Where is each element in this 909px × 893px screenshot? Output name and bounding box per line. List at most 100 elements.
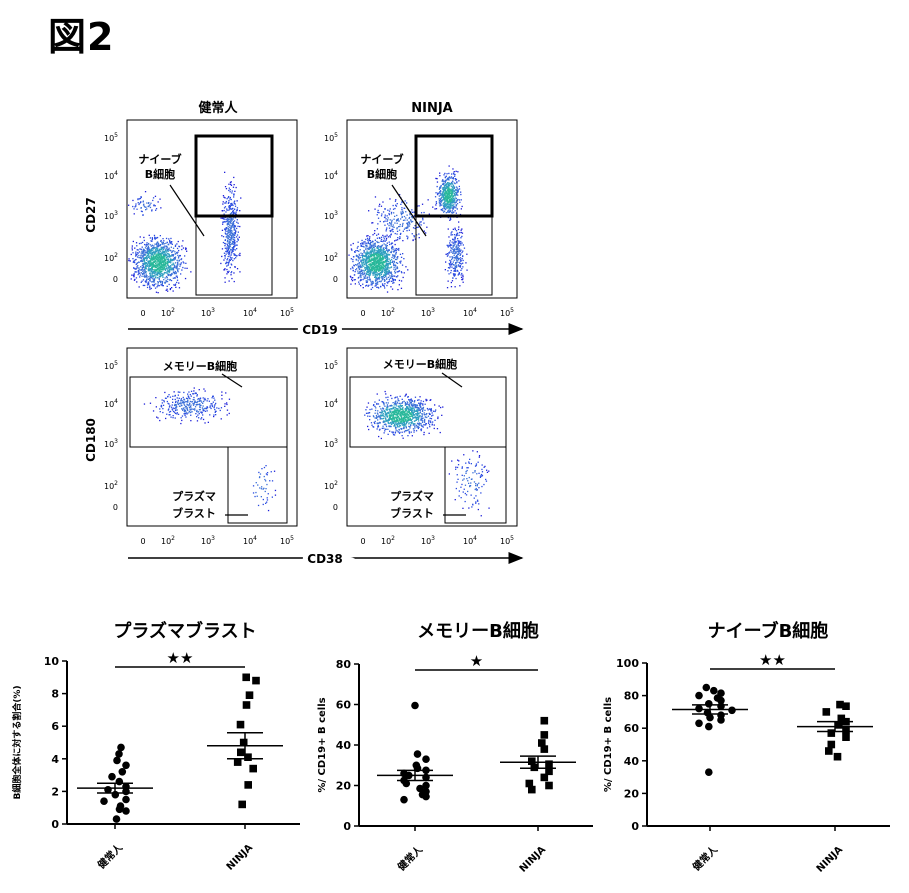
flow-event-dot xyxy=(263,475,265,478)
flow-event-dot xyxy=(155,397,157,399)
flow-event-dot xyxy=(230,220,232,223)
flow-event-dot xyxy=(354,251,356,253)
flow-event-dot xyxy=(158,253,160,255)
flow-event-dot xyxy=(138,254,140,257)
flow-event-dot xyxy=(457,190,459,192)
flow-event-dot xyxy=(444,184,447,186)
flow-event-dot xyxy=(167,264,169,266)
flow-event-dot xyxy=(196,404,198,406)
flow-event-dot xyxy=(439,431,441,434)
flow-event-dot xyxy=(183,399,186,401)
flow-event-dot xyxy=(133,208,135,210)
flow-event-dot xyxy=(156,249,159,251)
flow-event-dot xyxy=(154,261,157,263)
flow-event-dot xyxy=(372,263,374,265)
flow-event-dot xyxy=(371,240,374,242)
flow-event-dot xyxy=(178,256,180,258)
flow-event-dot xyxy=(391,422,393,424)
flow-event-dot xyxy=(393,264,395,266)
flow-event-dot xyxy=(226,243,228,245)
flow-event-dot xyxy=(168,406,171,408)
flow-event-dot xyxy=(389,425,391,427)
flow-event-dot xyxy=(416,414,418,416)
flow-event-dot xyxy=(143,259,145,262)
flow-event-dot xyxy=(410,221,413,223)
flow-event-dot xyxy=(439,199,442,201)
flow-event-dot xyxy=(444,208,447,211)
flow-event-dot xyxy=(151,281,153,283)
flow-event-dot xyxy=(417,418,419,421)
flow-event-dot xyxy=(266,497,268,499)
flow-event-dot xyxy=(405,403,407,405)
flow-event-dot xyxy=(377,261,379,263)
flow-event-dot xyxy=(366,242,368,244)
flow-event-dot xyxy=(233,202,235,205)
flow-event-dot xyxy=(159,257,161,259)
flow-event-dot xyxy=(382,267,384,269)
flow-event-dot xyxy=(439,175,441,177)
flow-event-dot xyxy=(379,417,382,419)
flow-event-dot xyxy=(448,177,450,179)
flow-event-dot xyxy=(443,186,445,189)
flow-event-dot xyxy=(378,259,380,262)
flow-event-dot xyxy=(402,420,404,422)
flow-event-dot xyxy=(151,268,153,271)
flow-event-dot xyxy=(407,429,409,431)
flow-event-dot xyxy=(382,421,384,423)
flow-event-dot xyxy=(226,235,228,238)
flow-event-dot xyxy=(455,263,457,265)
flow-event-dot xyxy=(365,255,367,257)
flow-event-dot xyxy=(425,414,427,416)
flow-event-dot xyxy=(444,172,446,175)
flow-event-dot xyxy=(450,185,453,187)
flow-event-dot xyxy=(452,189,454,191)
flow-event-dot xyxy=(377,260,379,262)
flow-event-dot xyxy=(382,278,384,280)
flow-event-dot xyxy=(447,199,449,201)
flow-event-dot xyxy=(176,406,178,408)
flow-event-dot xyxy=(382,256,384,259)
flow-event-dot xyxy=(142,263,144,265)
flow-event-dot xyxy=(391,411,393,413)
flow-event-dot xyxy=(448,189,450,191)
flow-event-dot xyxy=(395,396,397,398)
flow-event-dot xyxy=(160,248,162,250)
flow-event-dot xyxy=(142,256,144,258)
flow-event-dot xyxy=(184,409,186,412)
flow-event-dot xyxy=(142,264,144,266)
flow-event-dot xyxy=(401,201,403,204)
flow-event-dot xyxy=(381,414,383,416)
flow-event-dot xyxy=(227,230,229,232)
flow-event-dot xyxy=(199,400,201,402)
flow-event-dot xyxy=(196,410,198,413)
flow-event-dot xyxy=(197,400,199,403)
flow-event-dot xyxy=(371,282,373,284)
flow-event-dot xyxy=(375,280,377,282)
flow-event-dot xyxy=(239,210,241,212)
flow-event-dot xyxy=(147,249,149,251)
flow-event-dot xyxy=(462,255,464,258)
flow-event-dot xyxy=(408,404,411,406)
flow-event-dot xyxy=(461,268,463,270)
flow-event-dot xyxy=(383,253,385,255)
flow-event-dot xyxy=(189,402,191,404)
flow-event-dot xyxy=(228,231,230,233)
flow-event-dot xyxy=(387,253,389,256)
flow-event-dot xyxy=(411,421,413,423)
flow-event-dot xyxy=(380,215,383,217)
flow-event-dot xyxy=(225,262,227,264)
flow-event-dot xyxy=(232,186,235,188)
flow-event-dot xyxy=(263,487,265,489)
flow-event-dot xyxy=(140,196,142,198)
flow-event-dot xyxy=(163,257,165,259)
flow-event-dot xyxy=(369,408,371,411)
flow-event-dot xyxy=(134,271,136,273)
flow-event-dot xyxy=(409,418,411,420)
flow-event-dot xyxy=(382,284,384,286)
flow-event-dot xyxy=(444,187,446,189)
flow-event-dot xyxy=(440,201,442,203)
flow-event-dot xyxy=(233,229,235,231)
flow-event-dot xyxy=(370,250,372,252)
flow-event-dot xyxy=(423,222,425,224)
flow-event-dot xyxy=(451,202,453,204)
